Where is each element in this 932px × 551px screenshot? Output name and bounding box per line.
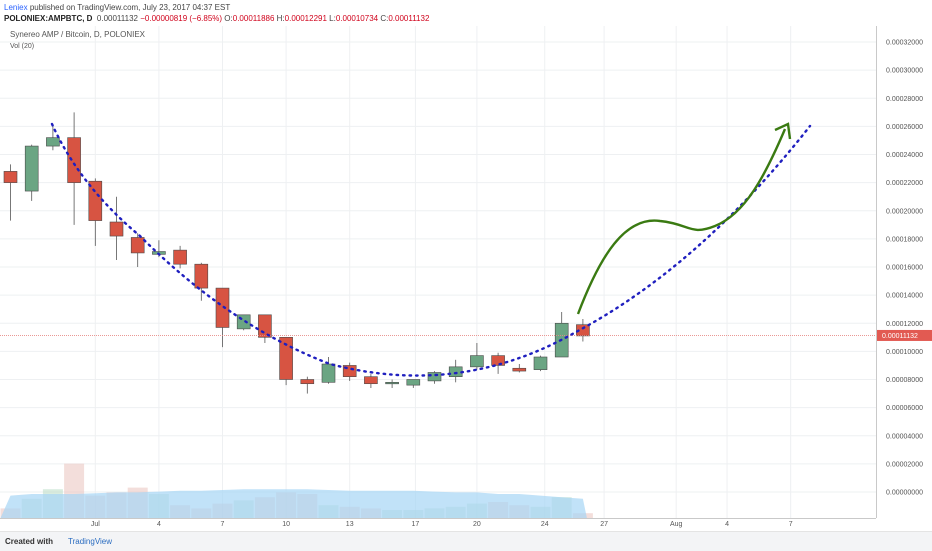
- green-arrow-path: [576, 128, 787, 315]
- candle-body: [130, 237, 145, 254]
- time-tick-label: 20: [473, 521, 481, 528]
- time-tick-label: Jul: [91, 521, 100, 528]
- candle-body: [300, 379, 315, 385]
- ohlc-line: POLONIEX:AMPBTC, D 0.00011132 −0.0000081…: [4, 14, 429, 23]
- open-label: O:: [224, 14, 233, 23]
- close-value: 0.00011132: [388, 14, 430, 23]
- price-tick-label: 0.00002000: [886, 461, 923, 468]
- candlesticks: [3, 112, 590, 394]
- price-tick-label: 0.00022000: [886, 180, 923, 187]
- tradingview-logo[interactable]: TradingView: [68, 537, 113, 546]
- last-price-marker: 0.00011132: [877, 329, 932, 341]
- chart-legend: Synereo AMP / Bitcoin, D, POLONIEX Vol (…: [10, 30, 146, 50]
- volume-ma-area: [0, 489, 587, 518]
- publish-info: published on TradingView.com, July 23, 2…: [29, 3, 231, 12]
- price-tick-label: 0.00018000: [886, 236, 923, 243]
- candle-body: [279, 337, 293, 380]
- price-tick-label: 0.00006000: [886, 405, 923, 412]
- candle-body: [342, 365, 357, 377]
- candle-body: [236, 314, 251, 330]
- low-value: 0.00010734: [335, 14, 379, 23]
- time-tick-label: 13: [346, 521, 354, 528]
- candle-body: [385, 382, 399, 385]
- high-value: 0.00012291: [284, 14, 327, 23]
- volume-indicator-label: Vol (20): [10, 43, 34, 50]
- time-tick-label: 4: [725, 521, 729, 528]
- candle-body: [491, 355, 505, 366]
- time-axis[interactable]: Jul 4 7 10 13 17 20 24 27 Aug 4 7: [0, 518, 876, 529]
- price-chart[interactable]: 0.00032000 0.00030000 0.00028000 0.00026000…: [0, 26, 932, 531]
- candle-body: [109, 221, 124, 237]
- time-tick-label: 7: [221, 521, 225, 528]
- time-tick-label: 7: [789, 521, 793, 528]
- high-label: H:: [276, 14, 285, 23]
- price-change: −0.00000819 (−6.85%): [140, 14, 223, 23]
- price-axis[interactable]: 0.00032000 0.00030000 0.00028000 0.00026000…: [876, 26, 924, 518]
- candle-body: [46, 137, 60, 147]
- last-price-label: 0.00011132: [882, 333, 918, 340]
- candle-body: [321, 363, 336, 383]
- candle-body: [364, 376, 378, 385]
- low-label: L:: [329, 14, 336, 23]
- candle-body: [427, 372, 442, 382]
- candle-body: [88, 180, 103, 221]
- price-tick-label: 0.00004000: [886, 433, 923, 440]
- price-tick-label: 0.00020000: [886, 208, 923, 215]
- grid-lines: [0, 26, 876, 518]
- candle-body: [576, 324, 590, 337]
- footer-bar: Created with TradingView: [0, 531, 932, 551]
- candle-body: [448, 366, 463, 377]
- time-tick-label: 24: [541, 521, 549, 528]
- last-price: 0.00011132: [96, 14, 138, 23]
- time-tick-label: Aug: [670, 521, 683, 528]
- candle-body: [512, 367, 527, 372]
- price-tick-label: 0.00030000: [886, 68, 923, 75]
- green-arrow-head: [774, 122, 792, 140]
- chart-header: Leniex published on TradingView.com, Jul…: [0, 0, 932, 26]
- candle-body: [258, 314, 272, 338]
- time-tick-label: 17: [412, 521, 420, 528]
- publish-line: Leniex published on TradingView.com, Jul…: [4, 3, 230, 12]
- price-tick-label: 0.00008000: [886, 377, 923, 384]
- candle-body: [533, 356, 548, 370]
- volume-bars: [0, 463, 593, 518]
- created-with-label: Created with: [5, 537, 54, 546]
- chart-title: Synereo AMP / Bitcoin, D, POLONIEX: [10, 30, 146, 39]
- symbol-label: POLONIEX:AMPBTC, D: [4, 14, 93, 23]
- author-link[interactable]: Leniex: [4, 3, 28, 12]
- candle-body: [24, 145, 39, 192]
- price-tick-label: 0.00014000: [886, 293, 923, 300]
- time-tick-label: 4: [157, 521, 161, 528]
- candle-body: [194, 263, 209, 289]
- dotted-cup-curve: [50, 122, 812, 377]
- candle-body: [470, 355, 484, 368]
- price-tick-label: 0.00010000: [886, 349, 923, 356]
- price-tick-label: 0.00032000: [886, 40, 923, 47]
- close-label: C:: [380, 14, 389, 23]
- candle-body: [215, 287, 230, 328]
- candle-body: [3, 171, 18, 183]
- open-value: 0.00011886: [232, 14, 275, 23]
- time-tick-label: 27: [600, 521, 608, 528]
- time-tick-label: 10: [282, 521, 290, 528]
- projection-drawings: [50, 122, 812, 377]
- candle-body: [67, 137, 81, 183]
- price-tick-label: 0.00028000: [886, 96, 923, 103]
- price-tick-label: 0.00024000: [886, 152, 923, 159]
- price-tick-label: 0.00026000: [886, 124, 923, 131]
- price-tick-label: 0.00016000: [886, 265, 923, 272]
- price-tick-label: 0.00012000: [886, 321, 923, 328]
- price-tick-label: 0.00000000: [886, 490, 923, 497]
- candle-body: [406, 379, 421, 386]
- candle-body: [173, 249, 187, 265]
